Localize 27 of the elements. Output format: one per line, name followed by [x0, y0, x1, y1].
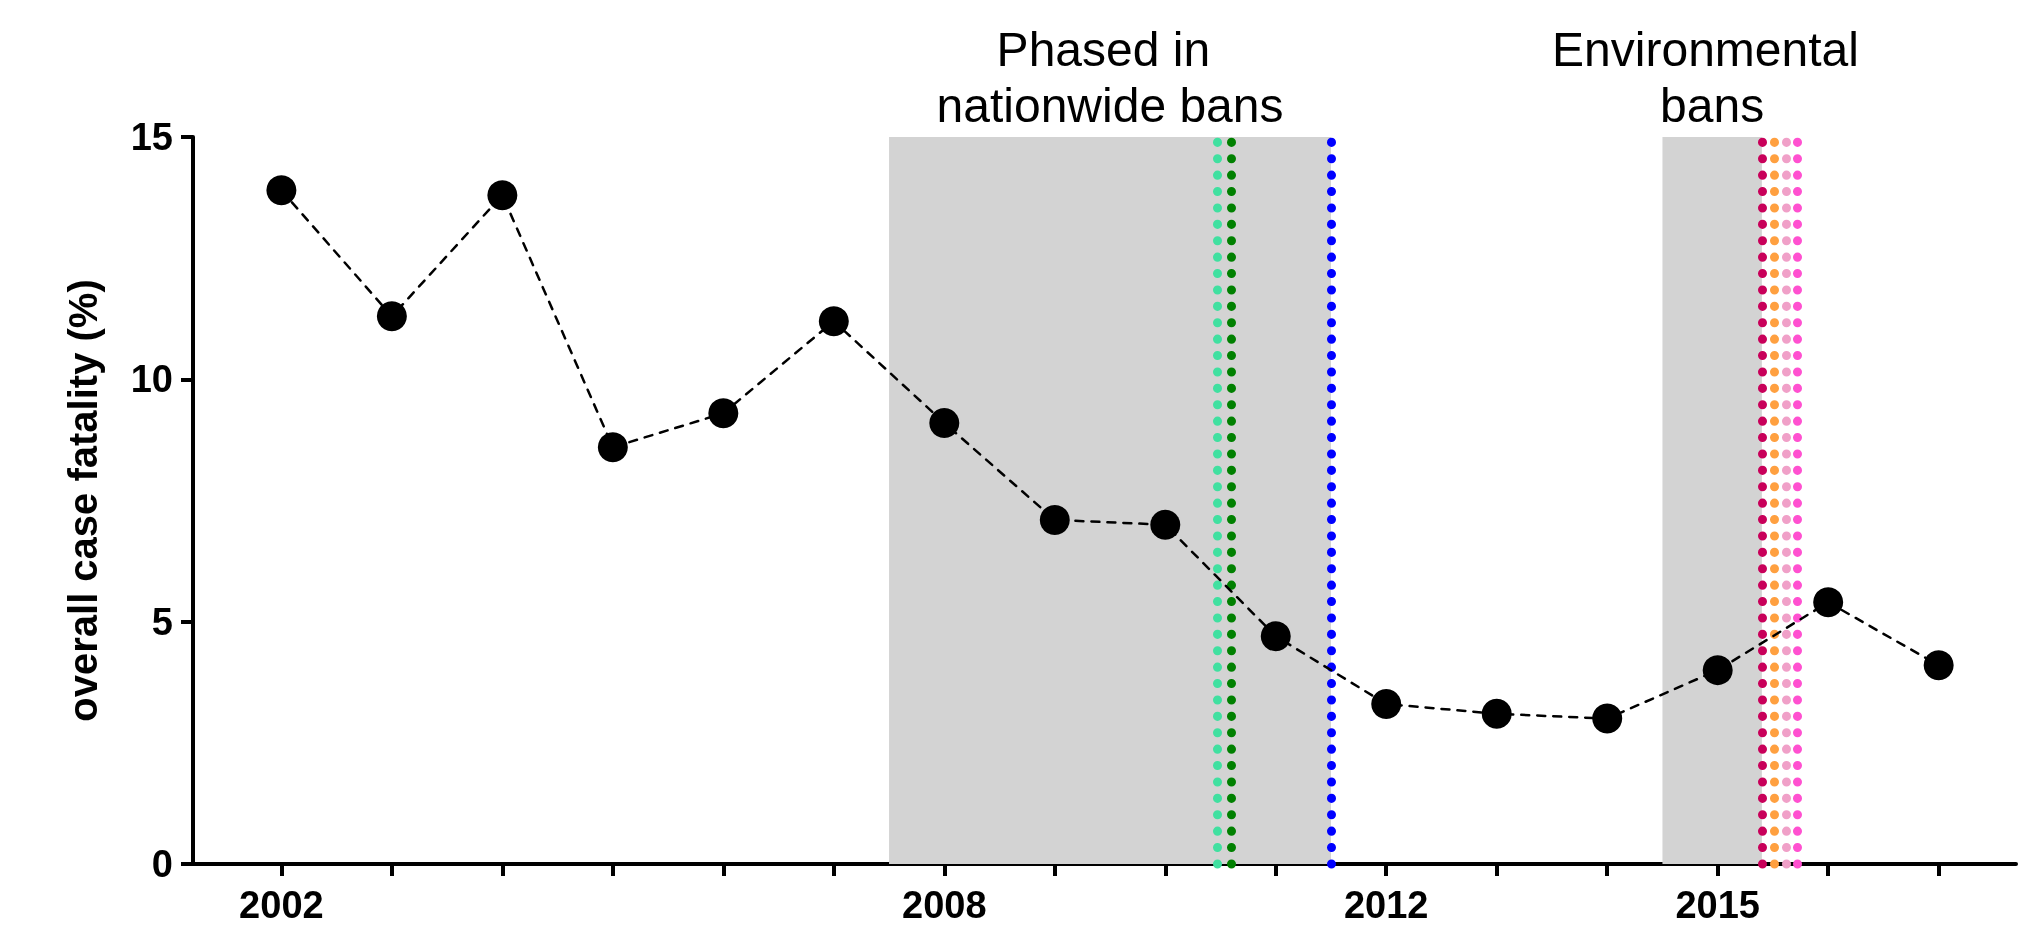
point — [1592, 703, 1623, 734]
band-label: Environmental bans — [1552, 22, 1873, 132]
y-tick-label: 10 — [130, 358, 173, 401]
point — [1813, 587, 1844, 618]
point — [597, 432, 628, 463]
point — [487, 180, 518, 211]
y-tick-label: 0 — [151, 843, 173, 885]
x-tick-label: 2008 — [902, 884, 987, 926]
point — [929, 407, 960, 438]
point — [1039, 504, 1070, 535]
x-tick-label: 2015 — [1675, 884, 1760, 926]
point — [818, 306, 849, 337]
y-axis-title: overall case fatality (%) — [61, 279, 105, 722]
point — [1150, 509, 1181, 540]
point — [266, 175, 297, 206]
point — [1371, 689, 1402, 720]
x-tick-label: 2012 — [1343, 884, 1429, 926]
point — [708, 398, 739, 429]
band-label: Phased in nationwide bans — [936, 22, 1284, 132]
point — [376, 301, 407, 332]
point — [1923, 650, 1954, 681]
point — [1481, 698, 1512, 729]
point — [1260, 621, 1291, 652]
x-tick-label: 2002 — [239, 884, 324, 926]
y-tick-label: 15 — [130, 116, 173, 158]
point — [1702, 655, 1733, 686]
y-tick-label: 5 — [151, 600, 173, 643]
